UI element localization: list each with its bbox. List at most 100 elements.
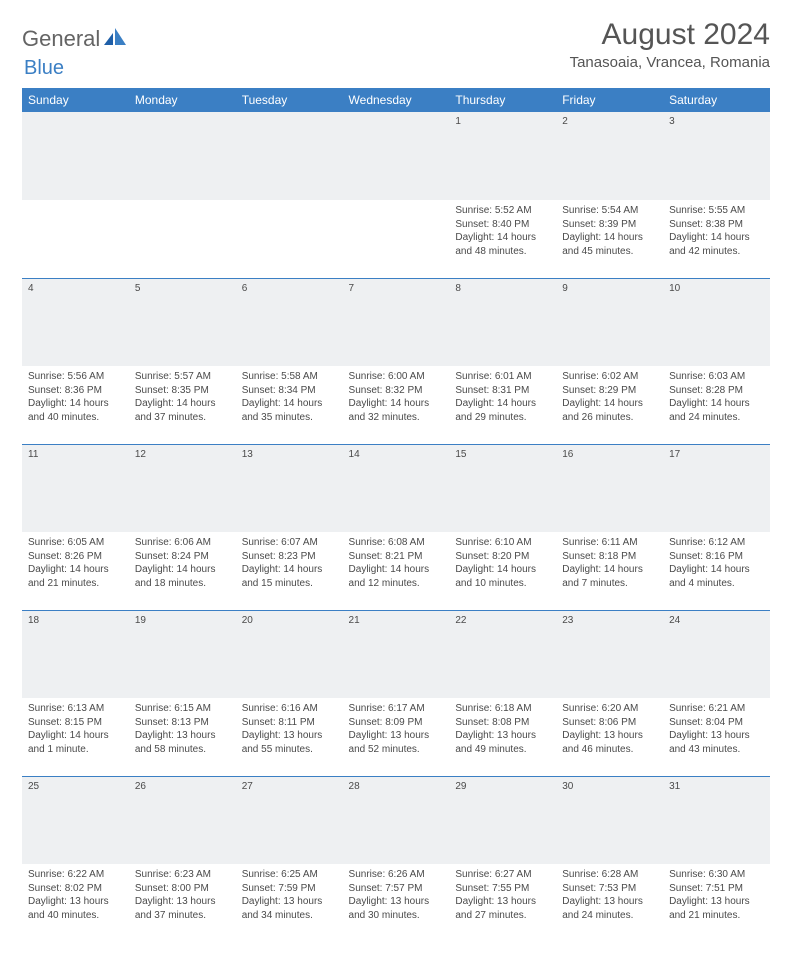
daylight-text: Daylight: 13 hours and 24 minutes. xyxy=(562,896,643,921)
day-cell: Sunrise: 6:21 AMSunset: 8:04 PMDaylight:… xyxy=(663,698,770,776)
day-cell: Sunrise: 6:25 AMSunset: 7:59 PMDaylight:… xyxy=(236,864,343,942)
daylight-text: Daylight: 14 hours and 4 minutes. xyxy=(669,564,750,589)
day-details: Sunrise: 5:57 AMSunset: 8:35 PMDaylight:… xyxy=(135,370,230,424)
sunrise-text: Sunrise: 6:20 AM xyxy=(562,703,638,714)
sunset-text: Sunset: 8:02 PM xyxy=(28,883,102,894)
week-row: Sunrise: 5:56 AM Sunset: 8:36 PM Daylight:… xyxy=(22,366,770,444)
day-number: 1 xyxy=(449,112,556,200)
daylight-text: Daylight: 13 hours and 27 minutes. xyxy=(455,896,536,921)
day-number xyxy=(129,112,236,200)
sunset-text: Sunset: 8:15 PM xyxy=(28,717,102,728)
weekday-mon: Monday xyxy=(129,88,236,112)
day-cell: Sunrise: 6:16 AMSunset: 8:11 PMDaylight:… xyxy=(236,698,343,776)
day-number: 12 xyxy=(129,444,236,532)
day-number: 29 xyxy=(449,776,556,864)
sunset-text: Sunset: 7:57 PM xyxy=(349,883,423,894)
week-row: Sunrise: 5:52 AMSunset: 8:40 PMDaylight:… xyxy=(22,200,770,278)
day-number: 27 xyxy=(236,776,343,864)
sunset-text: Sunset: 8:20 PM xyxy=(455,551,529,562)
sunset-text: Sunset: 7:51 PM xyxy=(669,883,743,894)
sunrise-text: Sunrise: 6:06 AM xyxy=(135,537,211,548)
calendar-body: 1 23 Sunrise: 5:52 AMSunset: 8:40 PMDaylig… xyxy=(22,112,770,942)
day-number: 13 xyxy=(236,444,343,532)
day-cell: Sunrise: 6:20 AMSunset: 8:06 PMDaylight:… xyxy=(556,698,663,776)
day-number: 23 xyxy=(556,610,663,698)
daylight-text: Daylight: 14 hours and 15 minutes. xyxy=(242,564,323,589)
sunrise-text: Sunrise: 5:56 AM xyxy=(28,371,104,382)
daynum-row: 45678910 xyxy=(22,278,770,366)
day-details: Sunrise: 6:10 AMSunset: 8:20 PMDaylight:… xyxy=(455,536,550,590)
day-cell: Sunrise: 6:06 AMSunset: 8:24 PMDaylight:… xyxy=(129,532,236,610)
day-cell xyxy=(343,200,450,278)
day-number: 30 xyxy=(556,776,663,864)
sunrise-text: Sunrise: 6:15 AM xyxy=(135,703,211,714)
sunrise-text: Sunrise: 6:12 AM xyxy=(669,537,745,548)
daylight-text: Daylight: 13 hours and 55 minutes. xyxy=(242,730,323,755)
daylight-text: Daylight: 13 hours and 21 minutes. xyxy=(669,896,750,921)
day-number: 26 xyxy=(129,776,236,864)
brand-sail-icon xyxy=(104,28,126,51)
sunset-text: Sunset: 8:21 PM xyxy=(349,551,423,562)
day-details: Sunrise: 6:02 AMSunset: 8:29 PMDaylight:… xyxy=(562,370,657,424)
day-details: Sunrise: 5:58 AMSunset: 8:34 PMDaylight:… xyxy=(242,370,337,424)
weekday-thu: Thursday xyxy=(449,88,556,112)
day-cell: Sunrise: 5:55 AMSunset: 8:38 PMDaylight:… xyxy=(663,200,770,278)
sunrise-text: Sunrise: 6:13 AM xyxy=(28,703,104,714)
daylight-text: Daylight: 13 hours and 43 minutes. xyxy=(669,730,750,755)
day-number xyxy=(22,112,129,200)
sunset-text: Sunset: 8:34 PM xyxy=(242,385,316,396)
daylight-text: Daylight: 14 hours and 21 minutes. xyxy=(28,564,109,589)
day-details: Sunrise: 6:23 AMSunset: 8:00 PMDaylight:… xyxy=(135,868,230,922)
weekday-wed: Wednesday xyxy=(343,88,450,112)
sunset-text: Sunset: 8:04 PM xyxy=(669,717,743,728)
day-number: 10 xyxy=(663,278,770,366)
sunrise-text: Sunrise: 6:08 AM xyxy=(349,537,425,548)
day-cell: Sunrise: 6:15 AMSunset: 8:13 PMDaylight:… xyxy=(129,698,236,776)
daylight-text: Daylight: 14 hours and 26 minutes. xyxy=(562,398,643,423)
day-cell: Sunrise: 5:52 AMSunset: 8:40 PMDaylight:… xyxy=(449,200,556,278)
day-details: Sunrise: 6:26 AMSunset: 7:57 PMDaylight:… xyxy=(349,868,444,922)
daylight-text: Daylight: 14 hours and 35 minutes. xyxy=(242,398,323,423)
sunset-text: Sunset: 7:53 PM xyxy=(562,883,636,894)
daylight-text: Daylight: 14 hours and 24 minutes. xyxy=(669,398,750,423)
day-details: Sunrise: 6:03 AMSunset: 8:28 PMDaylight:… xyxy=(669,370,764,424)
day-details: Sunrise: 6:21 AMSunset: 8:04 PMDaylight:… xyxy=(669,702,764,756)
daylight-text: Daylight: 14 hours and 37 minutes. xyxy=(135,398,216,423)
day-number: 15 xyxy=(449,444,556,532)
day-cell: Sunrise: 6:27 AMSunset: 7:55 PMDaylight:… xyxy=(449,864,556,942)
day-number: 6 xyxy=(236,278,343,366)
daylight-text: Daylight: 13 hours and 46 minutes. xyxy=(562,730,643,755)
week-row: Sunrise: 6:13 AM Sunset: 8:15 PM Daylight:… xyxy=(22,698,770,776)
sunrise-text: Sunrise: 6:27 AM xyxy=(455,869,531,880)
day-details: Sunrise: 6:05 AMSunset: 8:26 PMDaylight:… xyxy=(28,536,123,590)
weekday-fri: Friday xyxy=(556,88,663,112)
day-details: Sunrise: 6:12 AMSunset: 8:16 PMDaylight:… xyxy=(669,536,764,590)
day-details: Sunrise: 6:11 AMSunset: 8:18 PMDaylight:… xyxy=(562,536,657,590)
day-details: Sunrise: 5:55 AMSunset: 8:38 PMDaylight:… xyxy=(669,204,764,258)
day-number: 28 xyxy=(343,776,450,864)
day-number: 11 xyxy=(22,444,129,532)
day-details: Sunrise: 6:17 AMSunset: 8:09 PMDaylight:… xyxy=(349,702,444,756)
day-details: Sunrise: 5:52 AMSunset: 8:40 PMDaylight:… xyxy=(455,204,550,258)
daylight-text: Daylight: 13 hours and 40 minutes. xyxy=(28,896,109,921)
sunset-text: Sunset: 7:59 PM xyxy=(242,883,316,894)
day-number: 9 xyxy=(556,278,663,366)
sunset-text: Sunset: 8:31 PM xyxy=(455,385,529,396)
day-cell: Sunrise: 6:07 AMSunset: 8:23 PMDaylight:… xyxy=(236,532,343,610)
week-row: Sunrise: 6:05 AMSunset: 8:26 PMDaylight:… xyxy=(22,532,770,610)
day-cell: Sunrise: 6:11 AMSunset: 8:18 PMDaylight:… xyxy=(556,532,663,610)
day-details: Sunrise: 6:27 AMSunset: 7:55 PMDaylight:… xyxy=(455,868,550,922)
day-number: 8 xyxy=(449,278,556,366)
day-details: Sunrise: 6:06 AMSunset: 8:24 PMDaylight:… xyxy=(135,536,230,590)
day-cell: Sunrise: 5:57 AMSunset: 8:35 PMDaylight:… xyxy=(129,366,236,444)
day-details: Sunrise: 6:15 AMSunset: 8:13 PMDaylight:… xyxy=(135,702,230,756)
day-cell: Sunrise: 6:30 AMSunset: 7:51 PMDaylight:… xyxy=(663,864,770,942)
brand-logo: General xyxy=(22,18,130,52)
sunrise-text: Sunrise: 5:54 AM xyxy=(562,205,638,216)
daylight-text: Daylight: 14 hours and 42 minutes. xyxy=(669,232,750,257)
day-cell: Sunrise: 6:02 AMSunset: 8:29 PMDaylight:… xyxy=(556,366,663,444)
daylight-text: Daylight: 14 hours and 1 minute. xyxy=(28,730,109,755)
day-details: Sunrise: 6:20 AMSunset: 8:06 PMDaylight:… xyxy=(562,702,657,756)
day-cell: Sunrise: 6:00 AMSunset: 8:32 PMDaylight:… xyxy=(343,366,450,444)
sunset-text: Sunset: 8:36 PM xyxy=(28,385,102,396)
